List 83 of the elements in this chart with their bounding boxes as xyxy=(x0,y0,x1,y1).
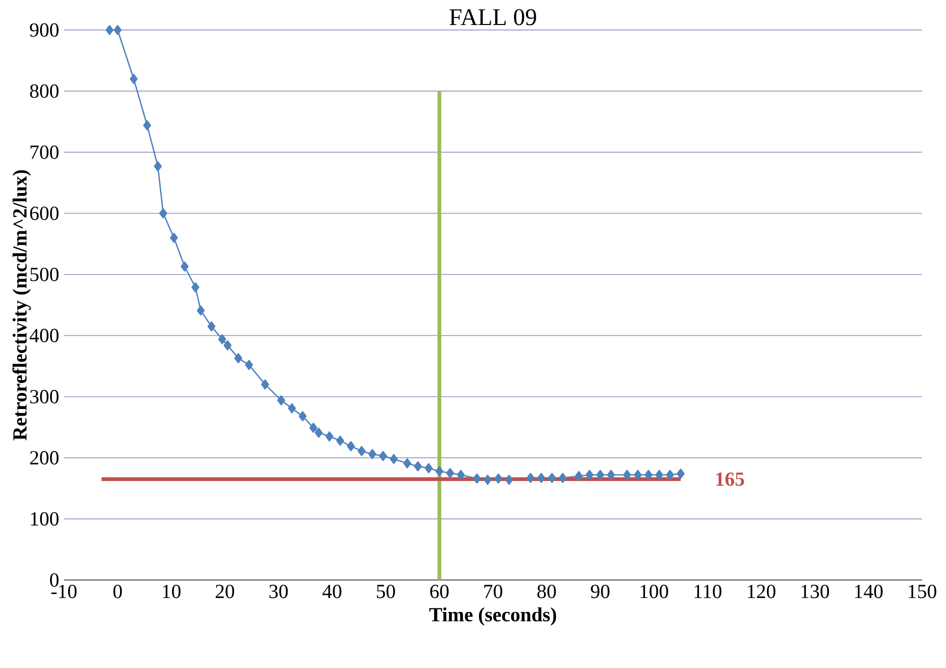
point xyxy=(537,472,546,484)
point xyxy=(130,74,138,84)
point xyxy=(114,24,122,36)
x-tick-label: 140 xyxy=(855,584,883,598)
point xyxy=(143,120,152,130)
point xyxy=(154,161,162,172)
point xyxy=(234,353,242,364)
point xyxy=(180,261,189,272)
point xyxy=(607,470,615,480)
point xyxy=(644,470,652,480)
x-tick-label: 60 xyxy=(430,584,449,598)
y-tick-label: 400 xyxy=(30,328,59,342)
point xyxy=(655,470,664,480)
x-tick-label: 110 xyxy=(694,584,722,598)
chart-title: FALL 09 xyxy=(450,9,536,26)
point xyxy=(526,472,535,484)
y-tick-label: 200 xyxy=(30,451,59,465)
point xyxy=(414,461,422,472)
y-tick-label: 0 xyxy=(50,573,59,587)
x-tick-label: 10 xyxy=(163,584,180,598)
annotation: 165 xyxy=(716,472,744,486)
y-tick-label: 700 xyxy=(30,145,59,159)
point xyxy=(358,446,366,456)
point xyxy=(261,379,270,390)
x-tick-label: 30 xyxy=(269,584,288,598)
x-tick-label: 90 xyxy=(590,584,610,598)
point xyxy=(548,472,556,484)
y-tick-label: 500 xyxy=(30,268,59,282)
x-tick-label: 80 xyxy=(537,584,556,598)
point xyxy=(494,473,502,484)
point xyxy=(446,468,454,478)
x-tick-label: 0 xyxy=(113,584,122,598)
point xyxy=(403,458,412,468)
point xyxy=(390,454,398,464)
point xyxy=(484,474,492,485)
point xyxy=(558,472,567,484)
point xyxy=(424,463,433,474)
point xyxy=(368,449,376,460)
x-axis-title: Time (seconds) xyxy=(429,607,556,626)
point xyxy=(298,411,307,422)
point xyxy=(596,470,604,480)
point xyxy=(224,340,232,350)
x-tick-label: 120 xyxy=(748,584,776,598)
point xyxy=(574,471,583,482)
point xyxy=(623,470,632,480)
point xyxy=(634,470,642,480)
y-tick-label: 900 xyxy=(30,23,59,37)
y-tick-label: 100 xyxy=(31,512,59,526)
point xyxy=(314,428,323,438)
point xyxy=(346,441,355,452)
point xyxy=(196,305,205,316)
point xyxy=(245,360,253,370)
point xyxy=(456,470,465,480)
x-tick-label: -10 xyxy=(51,584,77,598)
x-tick-label: 20 xyxy=(216,584,234,598)
x-tick-label: 50 xyxy=(376,584,395,598)
point xyxy=(288,403,296,414)
point xyxy=(170,232,178,243)
point xyxy=(472,473,481,484)
point xyxy=(666,470,674,480)
point xyxy=(435,466,444,476)
x-tick-label: 70 xyxy=(484,584,502,598)
point xyxy=(208,321,216,332)
point xyxy=(106,24,114,36)
point xyxy=(218,334,226,344)
point xyxy=(676,468,685,479)
x-tick-label: 40 xyxy=(322,584,342,598)
point xyxy=(379,450,388,462)
y-tick-label: 600 xyxy=(30,206,59,220)
point xyxy=(159,208,168,218)
point xyxy=(325,431,334,442)
point xyxy=(309,422,318,433)
point xyxy=(277,395,286,406)
point xyxy=(191,282,200,292)
y-tick-label: 300 xyxy=(30,390,59,404)
y-axis-title: Retroreflectivity (mcd/m^2/lux) xyxy=(12,170,31,440)
point xyxy=(336,436,344,446)
x-tick-label: 100 xyxy=(640,584,668,598)
point xyxy=(586,470,594,480)
point xyxy=(505,474,514,485)
y-tick-label: 800 xyxy=(30,84,59,98)
x-tick-label: 130 xyxy=(802,584,829,598)
x-tick-label: 150 xyxy=(908,584,936,598)
